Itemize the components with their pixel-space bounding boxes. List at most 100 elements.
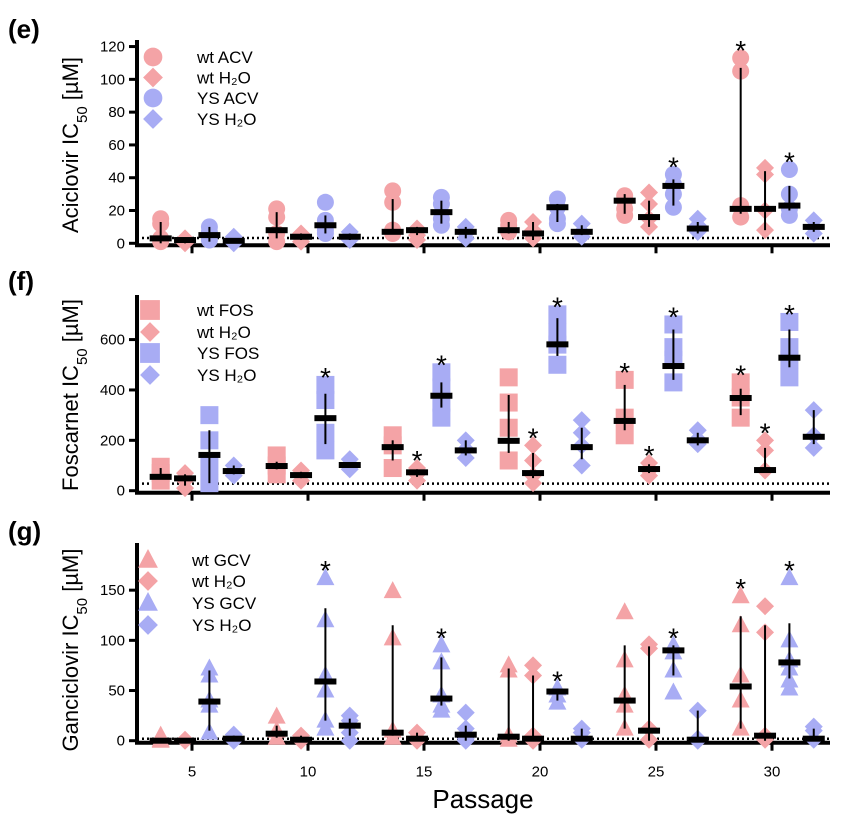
data-point (732, 208, 750, 226)
median-bar (454, 228, 477, 235)
median-bar (662, 363, 685, 370)
median-bar (613, 197, 636, 204)
significance-star: * (735, 359, 746, 390)
data-point (640, 183, 659, 202)
y-axis-title: Ganciclovir IC50 [µM] (58, 549, 91, 752)
legend-label: wt GCV (191, 551, 251, 570)
x-tick-label: 30 (764, 764, 781, 781)
y-tick-label: 200 (100, 432, 125, 449)
legend-label: YS H₂O (197, 366, 257, 385)
median-bar (754, 467, 777, 474)
y-tick-label: 100 (100, 71, 125, 88)
median-bar (570, 735, 593, 742)
data-point (616, 206, 634, 224)
median-bar (314, 415, 337, 422)
median-bar (662, 182, 685, 189)
median-bar (497, 227, 520, 234)
median-bar (638, 466, 661, 473)
data-point (664, 682, 683, 700)
x-tick-label: 15 (416, 764, 433, 781)
x-axis-title: Passage (432, 784, 533, 814)
series-wt-h-o: * * * * (174, 417, 777, 498)
significance-star: * (436, 349, 447, 380)
data-point (432, 635, 451, 653)
median-bar (149, 737, 172, 744)
data-point (340, 731, 359, 750)
legend-label: wt H₂O (196, 69, 251, 88)
significance-star: * (668, 151, 679, 182)
panel-label: (g) (8, 516, 41, 546)
data-point (780, 161, 798, 179)
data-point (548, 215, 566, 233)
median-bar (454, 447, 477, 454)
data-point (176, 479, 195, 498)
legend-label: wt H₂O (196, 323, 251, 342)
median-bar (613, 417, 636, 424)
data-point (383, 459, 402, 478)
data-point (499, 451, 518, 470)
median-bar (381, 228, 404, 235)
y-axis-title: Aciclovir IC50 [µM] (58, 57, 91, 233)
median-bar (570, 444, 593, 451)
data-point (383, 581, 402, 599)
series-ys-acv: * * (198, 147, 801, 249)
median-bar (662, 647, 685, 654)
median-bar (729, 205, 752, 212)
legend-marker (140, 343, 160, 363)
y-axis-title-main: Ganciclovir IC (58, 614, 83, 751)
y-tick-label: 600 (100, 332, 125, 349)
median-bar (802, 735, 825, 742)
y-axis-title-sub: 50 (74, 348, 91, 365)
data-point (432, 408, 451, 427)
significance-star: * (735, 35, 746, 66)
series-wt-h-o (174, 158, 777, 253)
median-bar (290, 233, 313, 240)
legend-label: YS H₂O (192, 616, 252, 635)
median-bar (454, 731, 477, 738)
median-bar (546, 341, 569, 348)
significance-star: * (784, 299, 795, 330)
median-bar (174, 475, 197, 482)
median-bar (686, 225, 709, 232)
y-tick-label: 40 (108, 170, 125, 187)
y-axis-title-main: Aciclovir IC (58, 123, 83, 233)
significance-star: * (619, 357, 630, 388)
median-bar (497, 733, 520, 740)
data-point (524, 436, 543, 455)
median-bar (314, 222, 337, 229)
median-bar (686, 437, 709, 444)
median-bar (546, 688, 569, 695)
y-tick-label: 80 (108, 104, 125, 121)
legend-marker (143, 109, 163, 129)
data-point (383, 727, 402, 745)
median-bar (338, 462, 361, 469)
median-bar (290, 736, 313, 743)
data-point (200, 722, 219, 740)
significance-star: * (784, 555, 795, 586)
data-point (780, 312, 799, 331)
median-bar (522, 735, 545, 742)
legend-marker (140, 300, 160, 320)
median-bar (290, 472, 313, 479)
y-tick-label: 50 (108, 683, 125, 700)
median-bar (149, 235, 172, 242)
median-bar (198, 451, 221, 458)
y-axis-title-unit: [µM] (58, 299, 83, 348)
median-bar (198, 698, 221, 705)
median-bar (406, 735, 429, 742)
significance-star: * (320, 555, 331, 586)
legend-label: wt FOS (196, 301, 254, 320)
data-point (732, 49, 750, 67)
median-bar (265, 463, 288, 470)
y-tick-label: 0 (117, 733, 125, 750)
data-point (615, 370, 634, 389)
legend-label: YS GCV (192, 594, 257, 613)
data-point (456, 448, 475, 467)
significance-star: * (668, 301, 679, 332)
data-point (664, 198, 682, 216)
y-tick-label: 0 (117, 235, 125, 252)
median-bar (570, 228, 593, 235)
data-point (408, 231, 427, 250)
legend-label: wt H₂O (191, 572, 246, 591)
